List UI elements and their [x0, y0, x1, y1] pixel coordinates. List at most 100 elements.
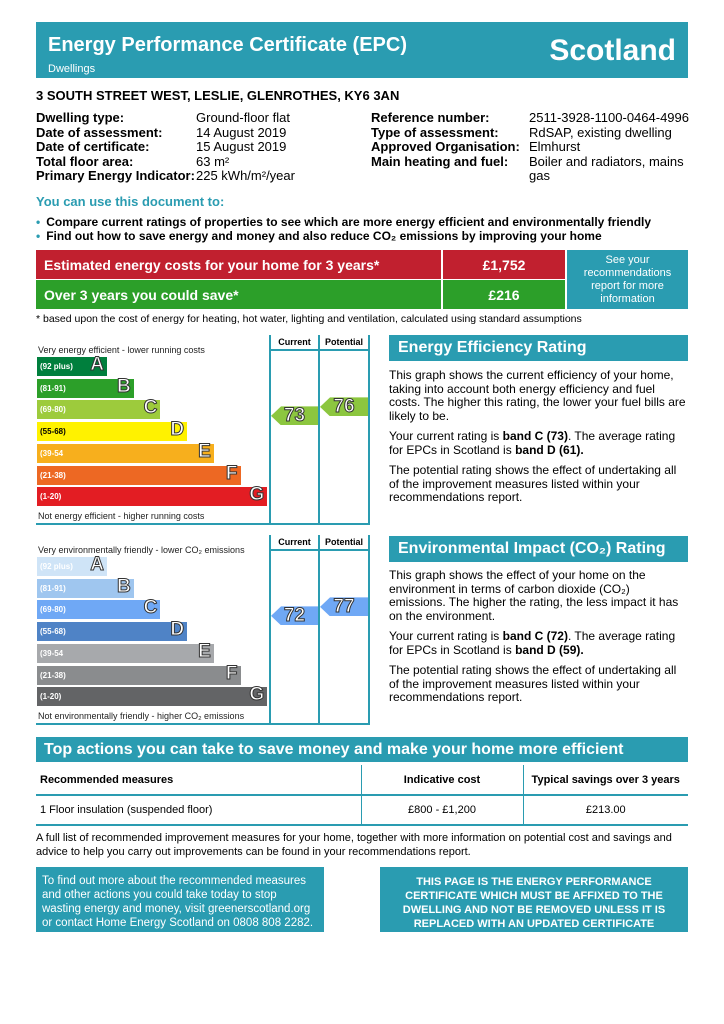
potential-rating-arrow: 76	[320, 397, 368, 417]
detail-label: Total floor area:	[36, 153, 134, 169]
energy-rating-title: Energy Efficiency Rating	[389, 335, 688, 361]
rating-band-c: (69-80) C	[37, 397, 161, 420]
detail-label: Type of assessment:	[371, 124, 499, 140]
paragraph: This graph shows the current efficiency …	[389, 368, 686, 423]
environmental-impact-chart: Current Potential Very environmentally f…	[36, 535, 370, 725]
detail-label: Approved Organisation:	[371, 139, 520, 154]
band-range: (81-91)	[40, 383, 66, 393]
current-rating-arrow: 72	[271, 606, 318, 626]
band-letter: E	[198, 440, 212, 462]
header-banner: Energy Performance Certificate (EPC) Dwe…	[36, 22, 688, 78]
cell: £213.00	[585, 804, 626, 816]
detail-value: RdSAP, existing dwelling	[529, 124, 672, 140]
country-label: Scotland	[549, 34, 676, 67]
text: . The average rating for EPCs in Scotlan…	[389, 629, 676, 657]
cell: 1 Floor insulation (suspended floor)	[36, 795, 362, 825]
detail-value: 2511-3928-1100-0464-4996	[529, 110, 689, 125]
text: band C (72)	[502, 629, 568, 643]
band-letter: G	[249, 484, 265, 506]
top-actions-title: Top actions you can take to save money a…	[36, 737, 688, 762]
detail-value: 63 m²	[196, 153, 230, 169]
current-column-header: Current	[278, 537, 311, 547]
detail-row: Primary Energy Indicator: 225 kWh/m²/year	[36, 168, 361, 184]
band-range: (1-20)	[40, 692, 62, 702]
band-range: (92 plus)	[40, 562, 73, 571]
rating-band-c: (69-80) C	[37, 598, 161, 620]
paragraph: Your current rating is band C (72). The …	[389, 629, 689, 657]
detail-value: Ground-floor flat	[196, 110, 290, 125]
paragraph: The potential rating shows the effect of…	[389, 463, 677, 504]
column-header: Recommended measures	[36, 765, 362, 796]
recommendations-note: A full list of recommended improvement m…	[36, 832, 672, 858]
band-letter: B	[116, 375, 131, 397]
detail-value: Elmhurst	[529, 139, 581, 154]
details-left: Dwelling type: Ground-floor flat Date of a…	[36, 110, 361, 184]
certificate-notice-box: THIS PAGE IS THE ENERGY PERFORMANCE CERT…	[380, 867, 688, 932]
savings-label: Over 3 years you could save*	[36, 280, 441, 309]
detail-row: Reference number: 2511-3928-1100-0464-499…	[371, 110, 694, 126]
environment-rating-title: Environmental Impact (CO₂) Rating	[389, 536, 688, 562]
energy-efficiency-chart: Current Potential Very energy efficient …	[36, 335, 370, 525]
detail-label: Date of assessment:	[36, 124, 163, 140]
see-recommendations-link[interactable]: See your recommendations report for more…	[567, 250, 688, 309]
text: band D (59).	[515, 642, 584, 657]
text: Your current rating is	[389, 629, 503, 643]
band-range: (69-80)	[40, 405, 66, 415]
band-letter: A	[90, 354, 105, 375]
recommended-measures-table: Recommended measures Indicative cost Typ…	[36, 765, 688, 826]
rating-band-a: (92 plus) A	[37, 354, 107, 376]
energy-rating-text: This graph shows the current efficiency …	[389, 368, 689, 505]
band-letter: C	[143, 397, 158, 419]
detail-row: Total floor area: 63 m²	[36, 153, 361, 170]
detail-label: Dwelling type:	[36, 110, 125, 125]
text: band C (73)	[502, 429, 568, 443]
estimated-costs-label: Estimated energy costs for your home for…	[36, 250, 441, 279]
band-range: (69-80)	[40, 605, 66, 615]
detail-value: Boiler and radiators, mains gas	[529, 153, 684, 183]
text: Your current rating is	[389, 429, 503, 443]
details-right: Reference number: 2511-3928-1100-0464-499…	[371, 110, 694, 184]
band-range: (92 plus)	[40, 362, 73, 371]
band-range: (39-54	[40, 648, 64, 658]
table-row: 1 Floor insulation (suspended floor) £80…	[36, 795, 688, 825]
potential-rating-arrow: 77	[320, 597, 368, 617]
current-column-header: Current	[278, 337, 311, 347]
band-range: (21-38)	[40, 670, 66, 680]
band-range: (21-38)	[40, 470, 66, 480]
bullet-text: Compare current ratings of properties to…	[46, 215, 652, 229]
potential-column-header: Potential	[324, 537, 363, 547]
band-letter: F	[225, 662, 238, 684]
detail-label: Main heating and fuel:	[371, 153, 509, 169]
savings-value: £216	[443, 280, 565, 309]
detail-row: Date of certificate: 15 August 2019	[36, 139, 361, 155]
table-header-row: Recommended measures Indicative cost Typ…	[36, 765, 688, 796]
detail-label: Date of certificate:	[36, 139, 150, 154]
environment-rating-text: This graph shows the effect of your home…	[389, 568, 689, 705]
rating-band-e: (39-54 E	[37, 640, 214, 663]
page-title: Energy Performance Certificate (EPC)	[48, 34, 408, 56]
costs-footnote: * based upon the cost of energy for heat…	[36, 313, 582, 325]
band-letter: F	[225, 462, 238, 484]
column-header: Typical savings over 3 years	[523, 765, 688, 796]
band-letter: D	[170, 619, 185, 641]
rating-band-a: (92 plus) A	[37, 555, 107, 576]
rating-band-e: (39-54 E	[37, 440, 214, 463]
paragraph: The potential rating shows the effect of…	[389, 663, 677, 704]
detail-row: Main heating and fuel: Boiler and radiato…	[371, 153, 694, 184]
chart-top-caption: Very environmentally friendly - lower CO…	[38, 545, 245, 555]
rating-band-f: (21-38) F	[37, 662, 241, 685]
bullet-text: Find out how to save energy and money an…	[46, 229, 602, 243]
cell: £800 - £1,200	[361, 795, 524, 825]
current-rating-arrow: 73	[271, 406, 318, 426]
detail-row: Type of assessment: RdSAP, existing dwell…	[371, 124, 694, 141]
band-range: (55-68)	[40, 627, 66, 637]
detail-value: 15 August 2019	[196, 139, 287, 154]
text: band D (61).	[515, 442, 584, 457]
detail-row: Dwelling type: Ground-floor flat	[36, 110, 361, 126]
rating-band-d: (55-68) D	[37, 420, 188, 442]
paragraph: Your current rating is band C (73). The …	[389, 429, 689, 457]
band-letter: E	[198, 640, 212, 662]
estimated-costs-value: £1,752	[443, 250, 565, 279]
detail-value: 225 kWh/m²/year	[196, 168, 295, 183]
column-header: Indicative cost	[361, 765, 524, 796]
